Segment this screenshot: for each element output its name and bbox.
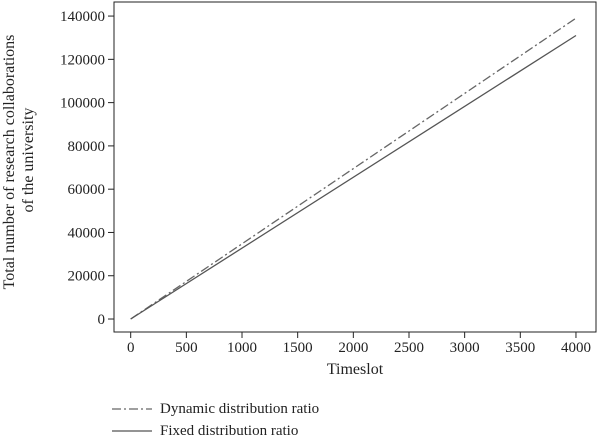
legend-label-fixed: Fixed distribution ratio <box>160 422 299 439</box>
y-tick-label: 120000 <box>60 52 105 68</box>
x-tick-label: 2000 <box>338 340 368 356</box>
x-tick-label: 1000 <box>227 340 257 356</box>
plot-frame <box>113 1 597 333</box>
y-tick-label: 80000 <box>68 139 106 155</box>
y-axis-title-line-1: Total number of research collaborations <box>1 35 18 290</box>
y-tick-label: 20000 <box>68 269 106 285</box>
axis-ticks: 0 500 1000 1500 2000 2500 3000 3500 400002000040… <box>60 9 591 356</box>
line-chart: 0 500 1000 1500 2000 2500 3000 3500 400002000040… <box>1 1 597 378</box>
y-axis-title-line-2: of the university <box>20 108 37 213</box>
x-axis-title: Timeslot <box>327 361 384 378</box>
x-tick-label: 3000 <box>450 340 480 356</box>
x-tick-label: 3500 <box>505 340 535 356</box>
y-tick-label: 140000 <box>60 9 105 25</box>
x-tick-label: 500 <box>175 340 198 356</box>
legend-label-dynamic: Dynamic distribution ratio <box>160 400 320 417</box>
legend-item-fixed: Fixed distribution ratio <box>110 420 319 442</box>
y-tick-label: 100000 <box>60 96 105 112</box>
x-tick-label: 2500 <box>394 340 424 356</box>
series-group <box>130 17 577 320</box>
series-line-dynamic <box>130 17 577 320</box>
legend-item-dynamic: Dynamic distribution ratio <box>110 398 319 420</box>
y-axis-title: Total number of research collaborations … <box>1 31 37 290</box>
x-tick-label: 0 <box>127 340 135 356</box>
series-line-fixed <box>130 34 577 320</box>
legend: Dynamic distribution ratio Fixed distrib… <box>110 398 319 442</box>
x-tick-label: 4000 <box>561 340 591 356</box>
legend-swatch-dynamic <box>112 408 152 410</box>
legend-swatch-fixed <box>112 430 152 432</box>
x-tick-label: 1500 <box>283 340 313 356</box>
y-tick-label: 0 <box>98 312 106 328</box>
y-tick-label: 60000 <box>68 182 106 198</box>
y-tick-label: 40000 <box>68 225 106 241</box>
